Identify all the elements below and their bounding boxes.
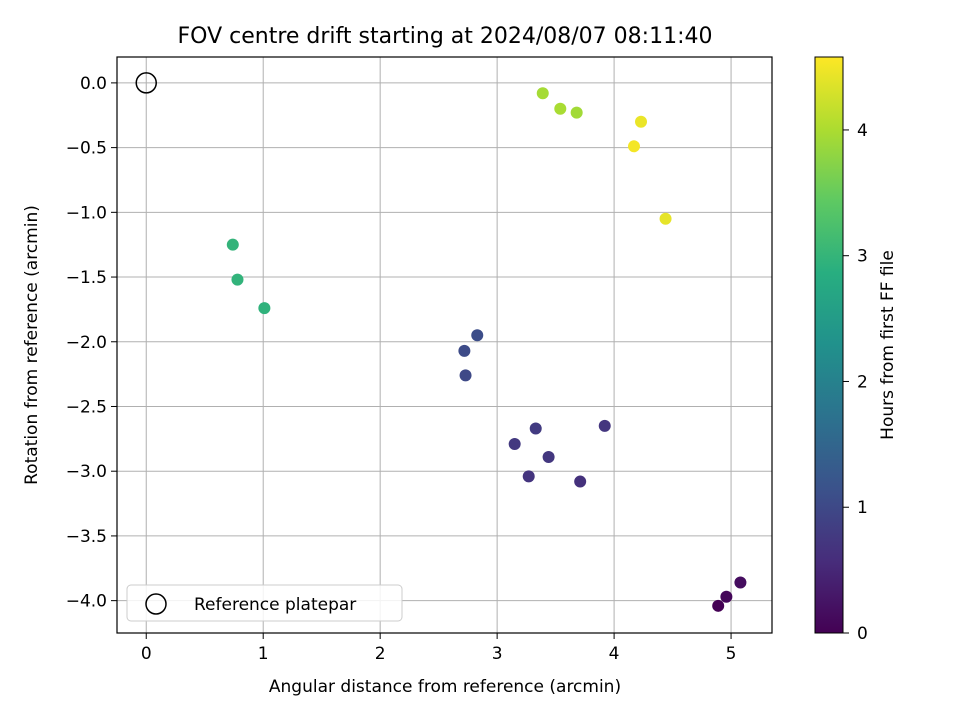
y-tick-label: −2.0 bbox=[66, 333, 107, 353]
colorbar: 0 1 2 3 4 Hours from first FF file bbox=[814, 56, 898, 644]
x-tick-label: 4 bbox=[609, 644, 620, 664]
data-point bbox=[570, 106, 583, 119]
data-point bbox=[574, 475, 587, 488]
y-tick-label: −3.5 bbox=[66, 527, 107, 547]
data-point bbox=[720, 590, 733, 603]
colorbar-tick-label: 0 bbox=[857, 624, 868, 644]
colorbar-gradient bbox=[814, 56, 844, 634]
y-tick-label: 0.0 bbox=[80, 74, 107, 94]
colorbar-tick-label: 1 bbox=[857, 498, 868, 518]
data-point bbox=[231, 273, 244, 286]
legend-marker bbox=[145, 593, 167, 615]
y-tick-label: −0.5 bbox=[66, 139, 107, 159]
x-tick-label: 5 bbox=[726, 644, 737, 664]
data-points bbox=[226, 87, 747, 612]
data-point bbox=[529, 422, 542, 435]
colorbar-tick-label: 4 bbox=[857, 121, 868, 141]
x-tick-label: 3 bbox=[492, 644, 503, 664]
data-point bbox=[458, 344, 471, 357]
reference-platepar-marker bbox=[135, 72, 157, 94]
data-point bbox=[258, 302, 271, 315]
y-axis-label: Rotation from reference (arcmin) bbox=[22, 205, 42, 485]
x-axis-ticks: 0 1 2 3 4 5 bbox=[141, 633, 737, 664]
grid bbox=[117, 57, 772, 633]
data-point bbox=[522, 470, 535, 483]
y-tick-label: −2.5 bbox=[66, 397, 107, 417]
data-point bbox=[542, 450, 555, 463]
x-tick-label: 0 bbox=[141, 644, 152, 664]
legend: Reference platepar bbox=[126, 584, 403, 622]
colorbar-ticks: 0 1 2 3 4 bbox=[843, 121, 868, 644]
data-point bbox=[627, 140, 640, 153]
colorbar-tick-label: 2 bbox=[857, 372, 868, 392]
colorbar-tick-label: 3 bbox=[857, 247, 868, 267]
data-point bbox=[734, 576, 747, 589]
legend-label: Reference platepar bbox=[194, 595, 356, 615]
data-point bbox=[635, 115, 647, 128]
plot-frame bbox=[116, 56, 773, 634]
legend-box bbox=[126, 584, 403, 622]
data-point bbox=[459, 369, 472, 382]
y-axis-ticks: 0.0 −0.5 −1.0 −1.5 −2.0 −2.5 −3.0 −3.5 −4.0 bbox=[66, 74, 117, 612]
chart-title: FOV centre drift starting at 2024/08/07 … bbox=[178, 24, 713, 49]
y-tick-label: −1.0 bbox=[66, 203, 107, 223]
colorbar-label: Hours from first FF file bbox=[878, 250, 898, 440]
y-tick-label: −3.0 bbox=[66, 462, 107, 482]
data-point bbox=[659, 212, 672, 225]
data-point bbox=[554, 102, 567, 115]
data-point bbox=[508, 438, 521, 451]
data-point bbox=[536, 87, 549, 100]
data-point bbox=[598, 419, 611, 432]
y-tick-label: −1.5 bbox=[66, 268, 107, 288]
data-point bbox=[471, 329, 484, 342]
x-axis-label: Angular distance from reference (arcmin) bbox=[269, 677, 621, 697]
y-tick-label: −4.0 bbox=[66, 592, 107, 612]
data-point bbox=[712, 599, 725, 612]
x-tick-label: 1 bbox=[258, 644, 269, 664]
x-tick-label: 2 bbox=[375, 644, 386, 664]
data-point bbox=[226, 238, 239, 251]
